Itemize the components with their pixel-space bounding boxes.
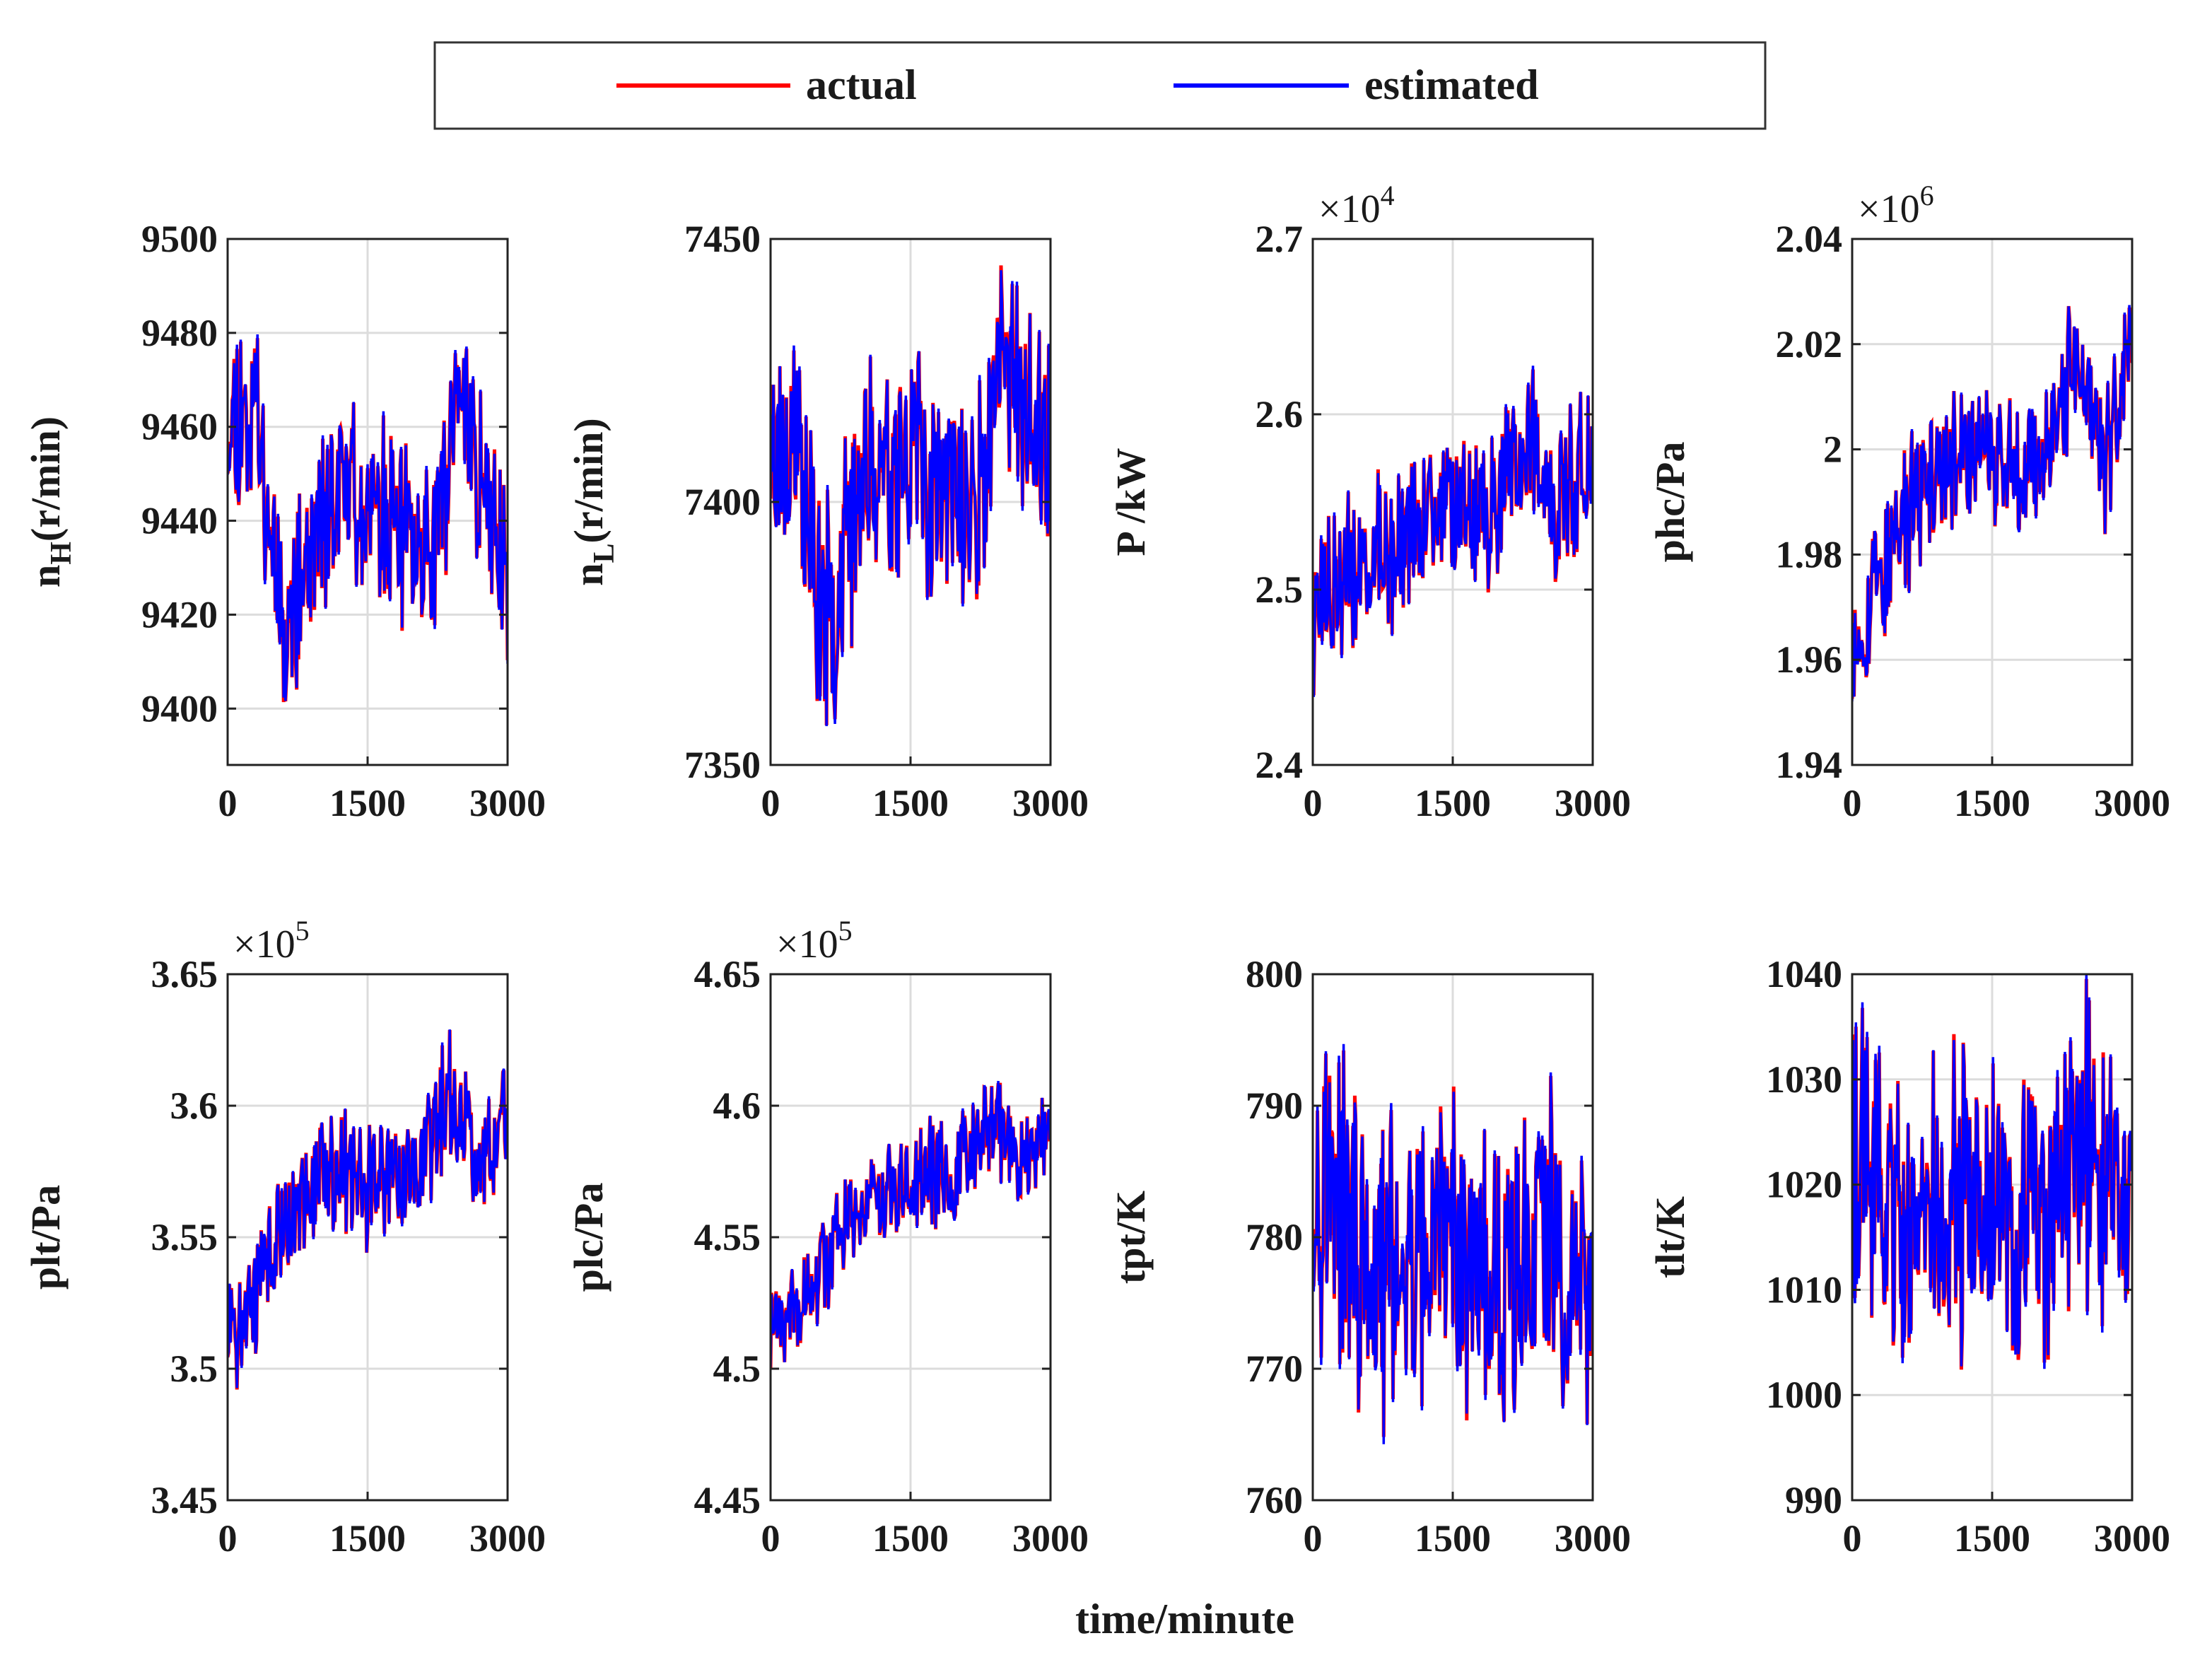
subplot-6: 4.45 4.5 4.55 4.6 4.65 0 1500 3000 ×105 plc/Pa bbox=[566, 915, 1089, 1560]
x-axis-label: time/minute bbox=[1075, 1596, 1294, 1642]
y-tick-label: 7400 bbox=[684, 481, 761, 523]
y-tick-label: 1010 bbox=[1766, 1268, 1842, 1311]
legend: actual estimated bbox=[433, 41, 1767, 130]
y-tick-label: 990 bbox=[1785, 1479, 1842, 1521]
y-tick-label: 1020 bbox=[1766, 1164, 1842, 1206]
subplot-4: 1.94 1.96 1.98 2 2.02 2.04 0 1500 3000 ×106 phc/Pa bbox=[1647, 180, 2170, 824]
x-tick-label: 3000 bbox=[1012, 782, 1089, 824]
y-tick-label: 4.55 bbox=[694, 1216, 761, 1258]
series-estimated bbox=[1852, 305, 2132, 702]
x-tick-label: 1500 bbox=[1415, 782, 1491, 824]
x-tick-label: 0 bbox=[1304, 1517, 1323, 1560]
y-tick-label: 780 bbox=[1246, 1216, 1303, 1258]
y-tick-label: 1.96 bbox=[1776, 638, 1843, 681]
y-axis-label: nH(r/min) bbox=[23, 416, 78, 587]
y-tick-label: 3.6 bbox=[170, 1085, 218, 1127]
y-tick-label: 760 bbox=[1246, 1479, 1303, 1521]
y-tick-label: 3.45 bbox=[151, 1479, 218, 1521]
y-tick-label: 1000 bbox=[1766, 1374, 1842, 1416]
y-tick-label: 4.5 bbox=[713, 1347, 761, 1390]
axis-exponent: ×106 bbox=[1858, 180, 1934, 231]
x-tick-label: 3000 bbox=[2094, 782, 2170, 824]
x-tick-label: 0 bbox=[761, 782, 780, 824]
x-tick-label: 3000 bbox=[1555, 782, 1631, 824]
y-tick-label: 2.02 bbox=[1776, 323, 1843, 366]
y-tick-label: 2.7 bbox=[1256, 218, 1304, 260]
y-tick-label: 4.45 bbox=[694, 1479, 761, 1521]
y-tick-label: 4.6 bbox=[713, 1085, 761, 1127]
subplot-5: 3.45 3.5 3.55 3.6 3.65 0 1500 3000 ×105 plt/Pa bbox=[23, 915, 546, 1560]
x-tick-label: 1500 bbox=[872, 1517, 949, 1560]
x-tick-label: 1500 bbox=[329, 1517, 406, 1560]
y-axis-label: plc/Pa bbox=[566, 1183, 611, 1292]
series-estimated bbox=[228, 334, 508, 701]
y-axis-label: P /kW bbox=[1108, 448, 1154, 556]
series-estimated bbox=[1313, 1043, 1593, 1444]
y-axis-label: plt/Pa bbox=[23, 1185, 69, 1290]
y-tick-label: 7450 bbox=[684, 218, 761, 260]
y-tick-label: 3.5 bbox=[170, 1347, 218, 1390]
subplot-2: 7350 7400 7450 0 1500 3000 nL(r/min) bbox=[566, 218, 1089, 824]
subplot-1: 9400 9420 9440 9460 9480 9500 0 1500 3000 nH(r/mi… bbox=[23, 218, 546, 824]
y-tick-label: 9460 bbox=[141, 406, 218, 448]
y-tick-label: 1.94 bbox=[1776, 744, 1843, 786]
y-tick-label: 9440 bbox=[141, 500, 218, 542]
y-tick-label: 1030 bbox=[1766, 1058, 1842, 1101]
x-tick-label: 0 bbox=[761, 1517, 780, 1560]
series-estimated bbox=[1313, 366, 1593, 697]
y-tick-label: 4.65 bbox=[694, 953, 761, 995]
x-tick-label: 0 bbox=[218, 1517, 238, 1560]
y-tick-label: 3.55 bbox=[151, 1216, 218, 1258]
y-tick-label: 800 bbox=[1246, 953, 1303, 995]
y-tick-label: 2 bbox=[1823, 428, 1842, 471]
x-tick-label: 1500 bbox=[872, 782, 949, 824]
y-tick-label: 2.04 bbox=[1776, 218, 1843, 260]
x-tick-label: 0 bbox=[218, 782, 238, 824]
y-tick-label: 9500 bbox=[141, 218, 218, 260]
y-tick-label: 9400 bbox=[141, 687, 218, 730]
y-tick-label: 2.6 bbox=[1256, 393, 1304, 435]
series-estimated bbox=[771, 270, 1051, 727]
axis-exponent: ×105 bbox=[233, 915, 310, 966]
x-tick-label: 1500 bbox=[329, 782, 406, 824]
subplot-8: 990 1000 1010 1020 1030 1040 0 1500 3000 tlt/K bbox=[1647, 953, 2170, 1560]
x-tick-label: 0 bbox=[1843, 1517, 1862, 1560]
x-tick-label: 1500 bbox=[1954, 782, 2030, 824]
y-tick-label: 770 bbox=[1246, 1347, 1303, 1390]
x-tick-label: 3000 bbox=[1012, 1517, 1089, 1560]
subplot-3: 2.4 2.5 2.6 2.7 0 1500 3000 ×104 P /kW bbox=[1108, 180, 1631, 824]
y-tick-label: 2.4 bbox=[1256, 744, 1304, 786]
legend-label-actual: actual bbox=[806, 62, 917, 108]
y-tick-label: 2.5 bbox=[1256, 568, 1304, 611]
series-estimated bbox=[1852, 975, 2132, 1369]
series-estimated bbox=[228, 1029, 508, 1389]
x-tick-label: 3000 bbox=[469, 1517, 546, 1560]
y-tick-label: 7350 bbox=[684, 744, 761, 786]
y-tick-label: 1040 bbox=[1766, 953, 1842, 995]
y-axis-label: tlt/K bbox=[1647, 1196, 1693, 1278]
x-tick-label: 3000 bbox=[2094, 1517, 2170, 1560]
y-tick-label: 3.65 bbox=[151, 953, 218, 995]
series-estimated bbox=[771, 1080, 1051, 1367]
x-tick-label: 0 bbox=[1843, 782, 1862, 824]
y-tick-label: 790 bbox=[1246, 1085, 1303, 1127]
x-tick-label: 1500 bbox=[1415, 1517, 1491, 1560]
axis-exponent: ×105 bbox=[776, 915, 853, 966]
x-tick-label: 0 bbox=[1304, 782, 1323, 824]
y-axis-label: nL(r/min) bbox=[566, 418, 621, 585]
x-tick-label: 1500 bbox=[1954, 1517, 2030, 1560]
y-tick-label: 9480 bbox=[141, 312, 218, 354]
y-axis-label: phc/Pa bbox=[1647, 442, 1693, 563]
x-tick-label: 3000 bbox=[1555, 1517, 1631, 1560]
y-tick-label: 1.98 bbox=[1776, 533, 1843, 575]
axis-exponent: ×104 bbox=[1318, 180, 1395, 231]
subplot-7: 760 770 780 790 800 0 1500 3000 tpt/K bbox=[1108, 953, 1631, 1560]
y-tick-label: 9420 bbox=[141, 593, 218, 636]
x-tick-label: 3000 bbox=[469, 782, 546, 824]
y-axis-label: tpt/K bbox=[1108, 1191, 1154, 1284]
legend-label-estimated: estimated bbox=[1364, 62, 1539, 108]
